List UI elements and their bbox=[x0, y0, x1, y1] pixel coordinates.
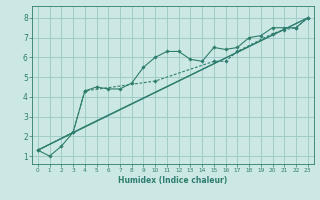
X-axis label: Humidex (Indice chaleur): Humidex (Indice chaleur) bbox=[118, 176, 228, 185]
